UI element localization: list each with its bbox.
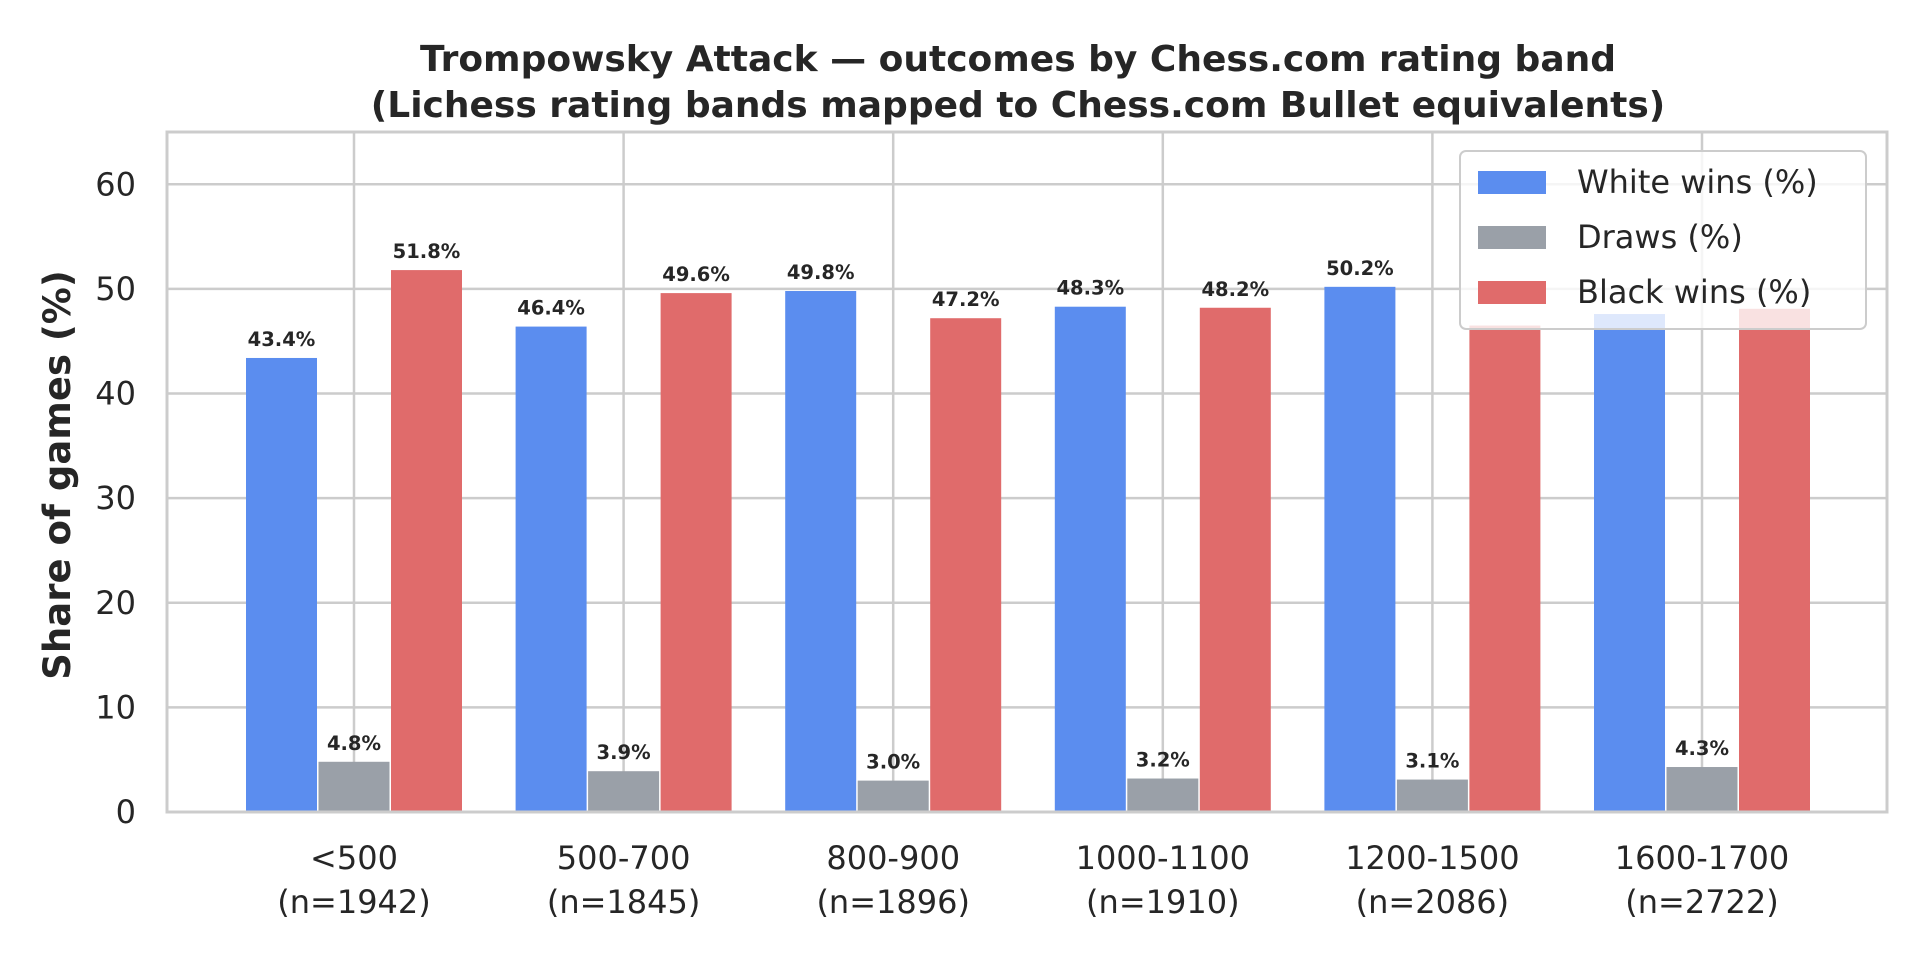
bar bbox=[857, 780, 929, 812]
y-tick-labels: 0 10 20 30 40 50 60 bbox=[95, 165, 136, 831]
bar bbox=[1199, 307, 1271, 812]
data-label: 48.2% bbox=[1201, 278, 1269, 301]
data-label: 46.4% bbox=[517, 297, 585, 320]
bars bbox=[246, 270, 1810, 813]
data-label: 49.6% bbox=[662, 263, 730, 286]
x-tick-labels: <500 (n=1942) 500-700 (n=1845) 800-900 (n=189… bbox=[277, 839, 1789, 921]
x-tick-label: 1200-1500 (n=2086) bbox=[1345, 839, 1519, 921]
bar bbox=[246, 357, 317, 812]
legend: White wins (%) Draws (%) Black wins (%) bbox=[1459, 150, 1867, 330]
data-label: 50.2% bbox=[1326, 257, 1394, 280]
legend-label: White wins (%) bbox=[1577, 163, 1818, 201]
legend-swatch bbox=[1478, 226, 1546, 249]
data-label: 47.2% bbox=[932, 288, 1000, 311]
y-tick-label: 40 bbox=[95, 375, 136, 413]
x-tick-label: 1600-1700 (n=2722) bbox=[1615, 839, 1789, 921]
y-tick-label: 60 bbox=[95, 165, 136, 203]
bar bbox=[1594, 314, 1665, 812]
bar bbox=[785, 291, 857, 812]
y-tick-label: 10 bbox=[95, 688, 136, 726]
y-tick-label: 20 bbox=[95, 584, 136, 622]
legend-swatch bbox=[1478, 171, 1546, 194]
x-tick-label: 1000-1100 (n=1910) bbox=[1076, 839, 1250, 921]
bar bbox=[1324, 286, 1396, 812]
data-label: 43.4% bbox=[248, 328, 316, 351]
x-tick-label: 800-900 (n=1896) bbox=[816, 839, 970, 921]
bar bbox=[1054, 306, 1126, 812]
bar bbox=[515, 326, 587, 812]
bar bbox=[1469, 325, 1541, 812]
bar bbox=[1396, 779, 1468, 812]
bar bbox=[588, 771, 660, 812]
chart-subtitle: (Lichess rating bands mapped to Chess.co… bbox=[371, 85, 1665, 126]
legend-label: Draws (%) bbox=[1577, 218, 1743, 256]
bar bbox=[1739, 308, 1810, 812]
x-tick-label: <500 (n=1942) bbox=[277, 839, 431, 921]
data-labels: 43.4% 46.4% 49.8% 48.3% 50.2% 4.8% 3.9% 3.0% 3.2… bbox=[248, 240, 1729, 774]
bar bbox=[391, 270, 462, 813]
data-label: 48.3% bbox=[1056, 277, 1124, 300]
bar bbox=[1666, 767, 1738, 812]
bar bbox=[660, 293, 732, 813]
data-label: 4.3% bbox=[1675, 737, 1729, 760]
data-label: 3.9% bbox=[597, 741, 651, 764]
y-tick-label: 0 bbox=[116, 793, 136, 831]
legend-swatch bbox=[1478, 281, 1546, 304]
y-tick-label: 50 bbox=[95, 270, 136, 308]
bar bbox=[930, 318, 1002, 812]
data-label: 3.2% bbox=[1136, 749, 1190, 772]
data-label: 51.8% bbox=[393, 240, 461, 263]
data-label: 3.0% bbox=[866, 751, 920, 774]
y-axis-label: Share of games (%) bbox=[36, 270, 79, 679]
legend-box bbox=[1459, 150, 1867, 330]
data-label: 4.8% bbox=[327, 732, 381, 755]
x-tick-label: 500-700 (n=1845) bbox=[547, 839, 701, 921]
data-label: 3.1% bbox=[1405, 750, 1459, 773]
chart-title: Trompowsky Attack — outcomes by Chess.co… bbox=[420, 39, 1616, 80]
plot-frame bbox=[165, 130, 1889, 814]
legend-label: Black wins (%) bbox=[1577, 273, 1811, 311]
y-tick-label: 30 bbox=[95, 479, 136, 517]
bar bbox=[1127, 778, 1199, 812]
data-label: 49.8% bbox=[787, 261, 855, 284]
bar bbox=[318, 761, 390, 812]
